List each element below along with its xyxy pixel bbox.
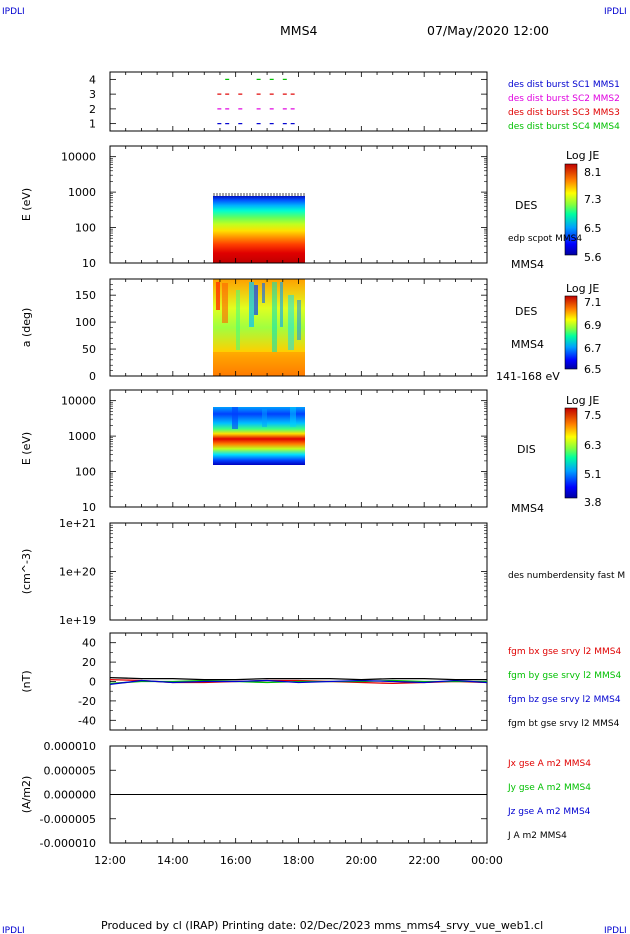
y-tick-label: 1e+20 <box>59 566 96 579</box>
colorbar-title: Log JE <box>566 149 599 162</box>
y-tick-label: 1 <box>89 118 96 131</box>
colorbar-tick: 6.7 <box>584 342 602 355</box>
y-tick-label: 2 <box>89 103 96 116</box>
spectrogram-label-dis: DIS <box>517 443 536 456</box>
y-tick-label: 40 <box>82 637 96 650</box>
y-axis-label: a (deg) <box>20 308 33 348</box>
y-tick-label: 1000 <box>68 430 96 443</box>
footer-credit: Produced by cl (IRAP) Printing date: 02/… <box>101 919 543 932</box>
colorbar-tick: 7.3 <box>584 193 602 206</box>
x-tick-label: 14:00 <box>157 854 189 867</box>
colorbar-tick: 7.1 <box>584 296 602 309</box>
legend-burst-sc1: des dist burst SC1 MMS1 <box>508 80 620 90</box>
y-tick-label: 10 <box>82 257 96 270</box>
y-tick-label: 20 <box>82 656 96 669</box>
corner-label-top-left: IPDLI <box>2 7 25 17</box>
spacecraft-label: MMS4 <box>511 258 544 271</box>
legend-current-1: Jx gse A m2 MMS4 <box>507 759 591 769</box>
legend-fgm-1: fgm bx gse srvy l2 MMS4 <box>508 647 621 657</box>
legend-burst-sc4: des dist burst SC4 MMS4 <box>508 122 620 132</box>
spectrogram-label-des: DES <box>515 199 537 212</box>
y-tick-label: 100 <box>75 466 96 479</box>
y-tick-label: 100 <box>75 222 96 235</box>
header-spacecraft: MMS4 <box>280 23 318 38</box>
colorbar-tick: 7.5 <box>584 409 602 422</box>
legend-burst-sc2: des dist burst SC2 MMS2 <box>508 94 620 104</box>
corner-label-bottom-right: IPDLI <box>604 926 627 934</box>
y-tick-label: 150 <box>75 289 96 302</box>
y-axis-label: (nT) <box>20 670 33 692</box>
x-tick-label: 18:00 <box>283 854 315 867</box>
colorbar-tick: 6.9 <box>584 319 602 332</box>
colorbar-tick: 6.5 <box>584 222 602 235</box>
y-tick-label: 0.000005 <box>44 764 97 777</box>
y-tick-label: 0 <box>89 370 96 383</box>
spacecraft-label: MMS4 <box>511 502 544 515</box>
colorbar-title: Log JE <box>566 282 599 295</box>
colorbar-tick: 6.5 <box>584 363 602 376</box>
legend-current-4: J A m2 MMS4 <box>507 831 567 841</box>
y-axis-label: E (eV) <box>20 432 33 465</box>
y-tick-label: 1e+19 <box>59 614 96 627</box>
y-tick-label: 3 <box>89 88 96 101</box>
dis-energy-spectrogram <box>213 407 305 465</box>
legend-burst-sc3: des dist burst SC3 MMS3 <box>508 108 620 118</box>
y-axis-label: (cm^-3) <box>20 549 33 595</box>
y-tick-label: -20 <box>78 695 96 708</box>
y-tick-label: -0.000005 <box>40 813 96 826</box>
panel-frame-5 <box>109 522 488 621</box>
y-tick-label: -40 <box>78 714 96 727</box>
y-tick-label: -0.000010 <box>40 837 96 850</box>
des-pitch-angle-spectrogram <box>213 279 305 376</box>
panel-frame-1 <box>109 71 488 132</box>
des-energy-spectrogram <box>213 196 305 263</box>
y-axis-label: (A/m2) <box>20 776 33 814</box>
corner-label-bottom-left: IPDLI <box>2 926 25 934</box>
y-tick-label: 10000 <box>61 151 96 164</box>
y-axis-label: E (eV) <box>20 188 33 221</box>
colorbar-des-pitch <box>564 295 578 370</box>
legend-current-2: Jy gse A m2 MMS4 <box>507 783 591 793</box>
y-tick-label: 1000 <box>68 186 96 199</box>
legend-current-3: Jz gse A m2 MMS4 <box>507 807 591 817</box>
x-tick-label: 16:00 <box>220 854 252 867</box>
y-tick-label: 10 <box>82 501 96 514</box>
colorbar-tick: 8.1 <box>584 166 602 179</box>
corner-label-top-right: IPDLI <box>604 7 627 17</box>
energy-range-label: 141-168 eV <box>496 370 560 383</box>
legend-fgm-2: fgm by gse srvy l2 MMS4 <box>508 671 621 681</box>
field-line-4 <box>109 676 487 681</box>
colorbar-tick: 5.1 <box>584 468 602 481</box>
field-line-3 <box>109 679 488 686</box>
colorbar-tick: 5.6 <box>584 251 602 264</box>
legend-fgm-4: fgm bt gse srvy l2 MMS4 <box>508 719 620 729</box>
x-tick-label: 20:00 <box>345 854 377 867</box>
colorbar-des-energy <box>564 163 578 256</box>
colorbar-dis-energy <box>564 407 578 499</box>
header-datetime: 07/May/2020 12:00 <box>427 23 549 38</box>
x-tick-label: 22:00 <box>408 854 440 867</box>
label-edp-scpot: edp scpot MMS4 <box>508 234 582 244</box>
x-tick-label: 12:00 <box>94 854 126 867</box>
y-tick-label: 0 <box>89 676 96 689</box>
legend-density: des numberdensity fast M <box>508 571 625 581</box>
colorbar-tick: 6.3 <box>584 439 602 452</box>
field-line-2 <box>109 679 487 685</box>
y-tick-label: 0.000010 <box>44 740 97 753</box>
spacecraft-label: MMS4 <box>511 338 544 351</box>
y-tick-label: 4 <box>89 73 96 86</box>
y-tick-label: 0.000000 <box>44 789 97 802</box>
legend-fgm-3: fgm bz gse srvy l2 MMS4 <box>508 695 621 705</box>
colorbar-tick: 3.8 <box>584 496 602 509</box>
y-tick-label: 50 <box>82 343 96 356</box>
y-tick-label: 100 <box>75 316 96 329</box>
y-tick-label: 1e+21 <box>59 517 96 530</box>
colorbar-title: Log JE <box>566 394 599 407</box>
spectrogram-label-des: DES <box>515 305 537 318</box>
y-tick-label: 10000 <box>61 395 96 408</box>
x-tick-label: 00:00 <box>471 854 503 867</box>
